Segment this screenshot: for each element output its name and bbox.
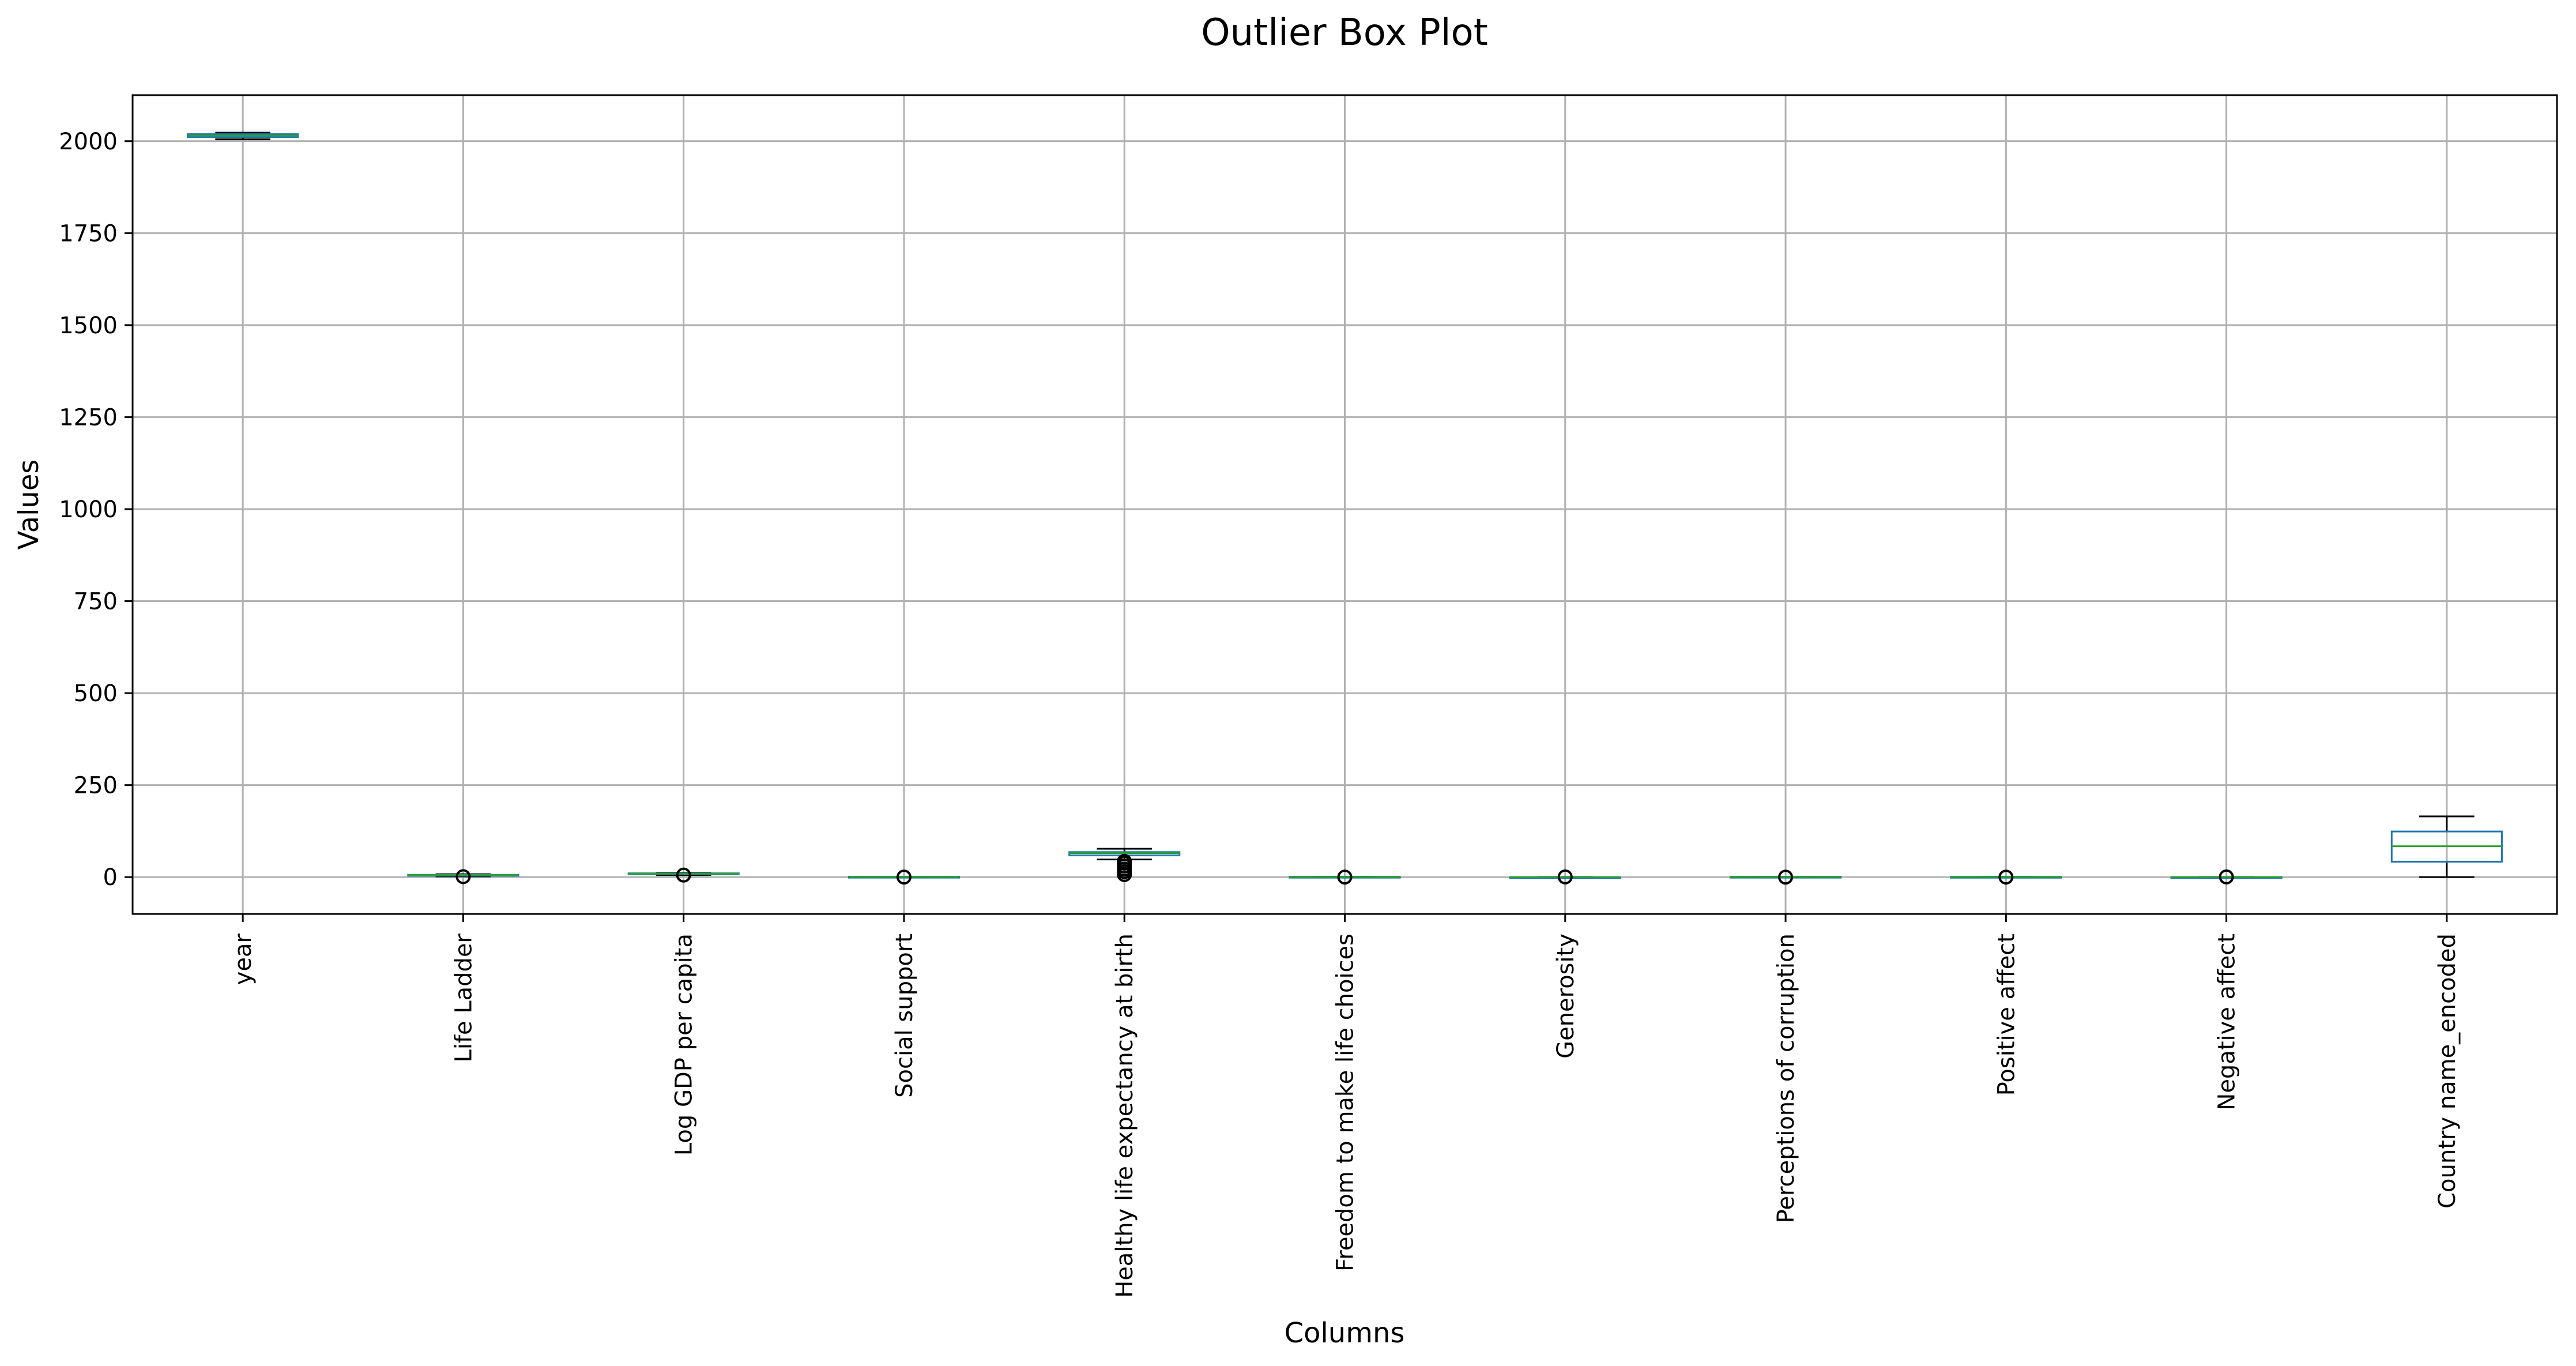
box-layer [187,131,2503,885]
box-positive-affect [1950,870,2062,885]
x-tick-label: Freedom to make life choices [1332,934,1359,1271]
x-tick-label: Life Ladder [450,933,477,1062]
outlier-point [1337,870,1353,885]
outlier-point [676,867,691,883]
y-tick-label: 250 [74,773,118,799]
x-tick-label: Generosity [1553,934,1579,1059]
y-tick-label: 1250 [59,404,118,431]
x-tick-label: Log GDP per capita [671,934,698,1156]
x-tick-label: Negative affect [2214,934,2240,1111]
box-freedom-to-make-life-choices [1289,870,1401,885]
box-social-support [848,870,961,885]
x-tick-label: Social support [891,934,918,1098]
y-tick-label: 2000 [59,129,118,155]
outlier-point [1998,870,2014,885]
x-tick-label: Perceptions of corruption [1773,934,1799,1223]
y-tick-label: 1000 [59,496,118,523]
y-tick-label: 500 [74,680,118,707]
box-country-name-encoded [2390,815,2503,878]
grid-layer [133,95,2557,914]
y-tick-label: 1750 [59,220,118,247]
box-log-gdp-per-capita [627,867,740,883]
x-tick-label: year [230,933,257,985]
x-tick-label: Country name_encoded [2434,934,2461,1209]
x-axis-label: Columns [1285,1317,1405,1349]
box-generosity [1509,869,1621,885]
y-axis-label: Values [13,460,45,550]
box-healthy-life-expectancy-at-birth [1068,848,1181,882]
y-axis-ticks: 0 250 500 750 1000 1250 1500 1750 2000 [59,129,133,891]
outlier-point [455,869,471,885]
outlier-point [2219,869,2234,885]
x-tick-label: Positive affect [1993,934,2020,1096]
x-tick-label: Healthy life expectancy at birth [1112,934,1138,1298]
chart-title: Outlier Box Plot [1201,12,1488,54]
x-axis-ticks: year Life Ladder Log GDP per capita Social … [230,914,2461,1298]
outlier-point [1778,870,1794,885]
outlier-point [1557,869,1573,885]
box-negative-affect [2170,869,2283,885]
y-tick-label: 750 [74,589,118,615]
box-life-ladder [407,869,519,885]
box-year [187,131,299,141]
y-tick-label: 1500 [59,313,118,339]
y-tick-label: 0 [103,864,118,891]
outlier-point [896,870,912,885]
outlier-point [1117,853,1132,869]
box-perceptions-of-corruption [1729,870,1842,885]
